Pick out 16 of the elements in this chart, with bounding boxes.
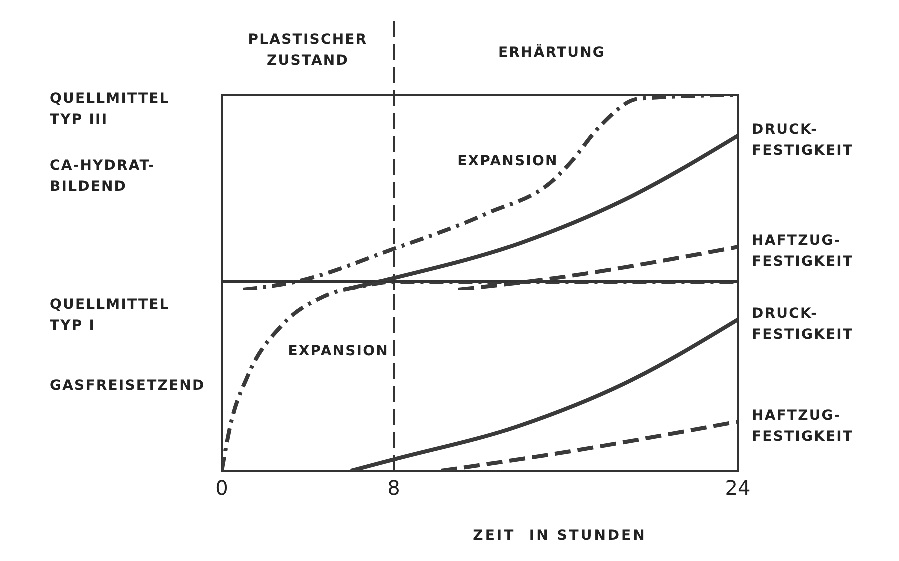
series-label: HAFTZUG- FESTIGKEIT (752, 233, 854, 270)
text: QUELLMITTEL TYP III (50, 91, 170, 128)
series-label: HAFTZUG- FESTIGKEIT (752, 408, 854, 445)
series-label: DRUCK- FESTIGKEIT (752, 306, 854, 343)
text: PLASTISCHER ZUSTAND (248, 32, 368, 69)
text: ERHÄRTUNG (498, 44, 606, 61)
series-label: DRUCK- FESTIGKEIT (752, 122, 854, 159)
x-tick-label: 0 (216, 476, 228, 500)
x-tick-label: 24 (725, 476, 751, 500)
x-tick-label: 8 (388, 476, 400, 500)
text: GASFREISETZEND (50, 378, 206, 394)
text: CA-HYDRAT- BILDEND (50, 158, 156, 195)
text: QUELLMITTEL TYP I (50, 297, 170, 334)
series-label: EXPANSION (288, 343, 389, 360)
x-axis-title: ZEIT IN STUNDEN (473, 528, 647, 544)
series-label: EXPANSION (458, 153, 558, 170)
